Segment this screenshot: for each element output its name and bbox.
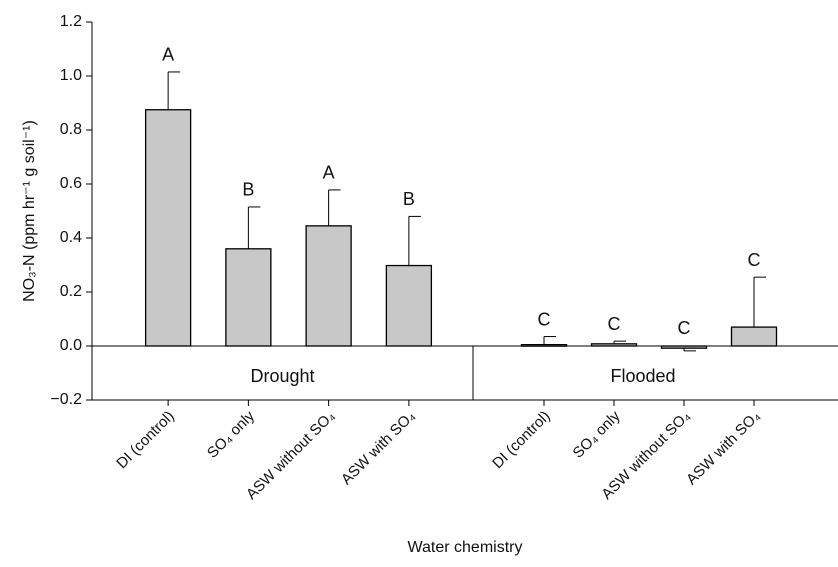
x-tick-label: ASW with SO₄	[338, 408, 419, 489]
y-tick-label: 1.2	[60, 13, 82, 30]
bar	[520, 343, 568, 347]
significance-letter: C	[538, 309, 551, 329]
y-tick-label: 0.2	[60, 283, 82, 300]
significance-letter: B	[242, 180, 254, 200]
x-tick-label: ASW with SO₄	[683, 408, 764, 489]
significance-letter: B	[403, 189, 415, 209]
significance-letter: C	[678, 318, 691, 338]
y-tick-label: 0.0	[60, 337, 82, 354]
group-label: Flooded	[610, 366, 675, 386]
y-tick-label: 0.4	[60, 229, 82, 246]
bar	[660, 345, 708, 349]
x-tick-label: ASW without SO₄	[243, 408, 338, 503]
x-tick-label: DI (control)	[489, 408, 553, 472]
y-axis-title: NO₃-N (ppm hr⁻¹ g soil⁻¹)	[21, 120, 38, 302]
significance-letter: C	[608, 314, 621, 334]
y-tick-label: 0.8	[60, 121, 82, 138]
x-axis-title: Water chemistry	[408, 539, 523, 556]
x-tick-label: DI (control)	[113, 408, 177, 472]
y-tick-label: −0.2	[50, 391, 82, 408]
significance-letter: A	[162, 45, 174, 65]
y-tick-label: 0.6	[60, 175, 82, 192]
bar	[730, 326, 778, 347]
significance-letter: C	[748, 250, 761, 270]
x-tick-label: SO₄ only	[570, 407, 624, 461]
group-label: Drought	[250, 366, 314, 386]
y-tick-label: 1.0	[60, 67, 82, 84]
x-tick-label: SO₄ only	[204, 407, 258, 461]
bar	[144, 109, 192, 347]
bar	[225, 248, 272, 347]
bar	[385, 264, 433, 347]
bar	[590, 343, 638, 347]
bar	[305, 225, 352, 347]
significance-letter: A	[323, 163, 335, 183]
